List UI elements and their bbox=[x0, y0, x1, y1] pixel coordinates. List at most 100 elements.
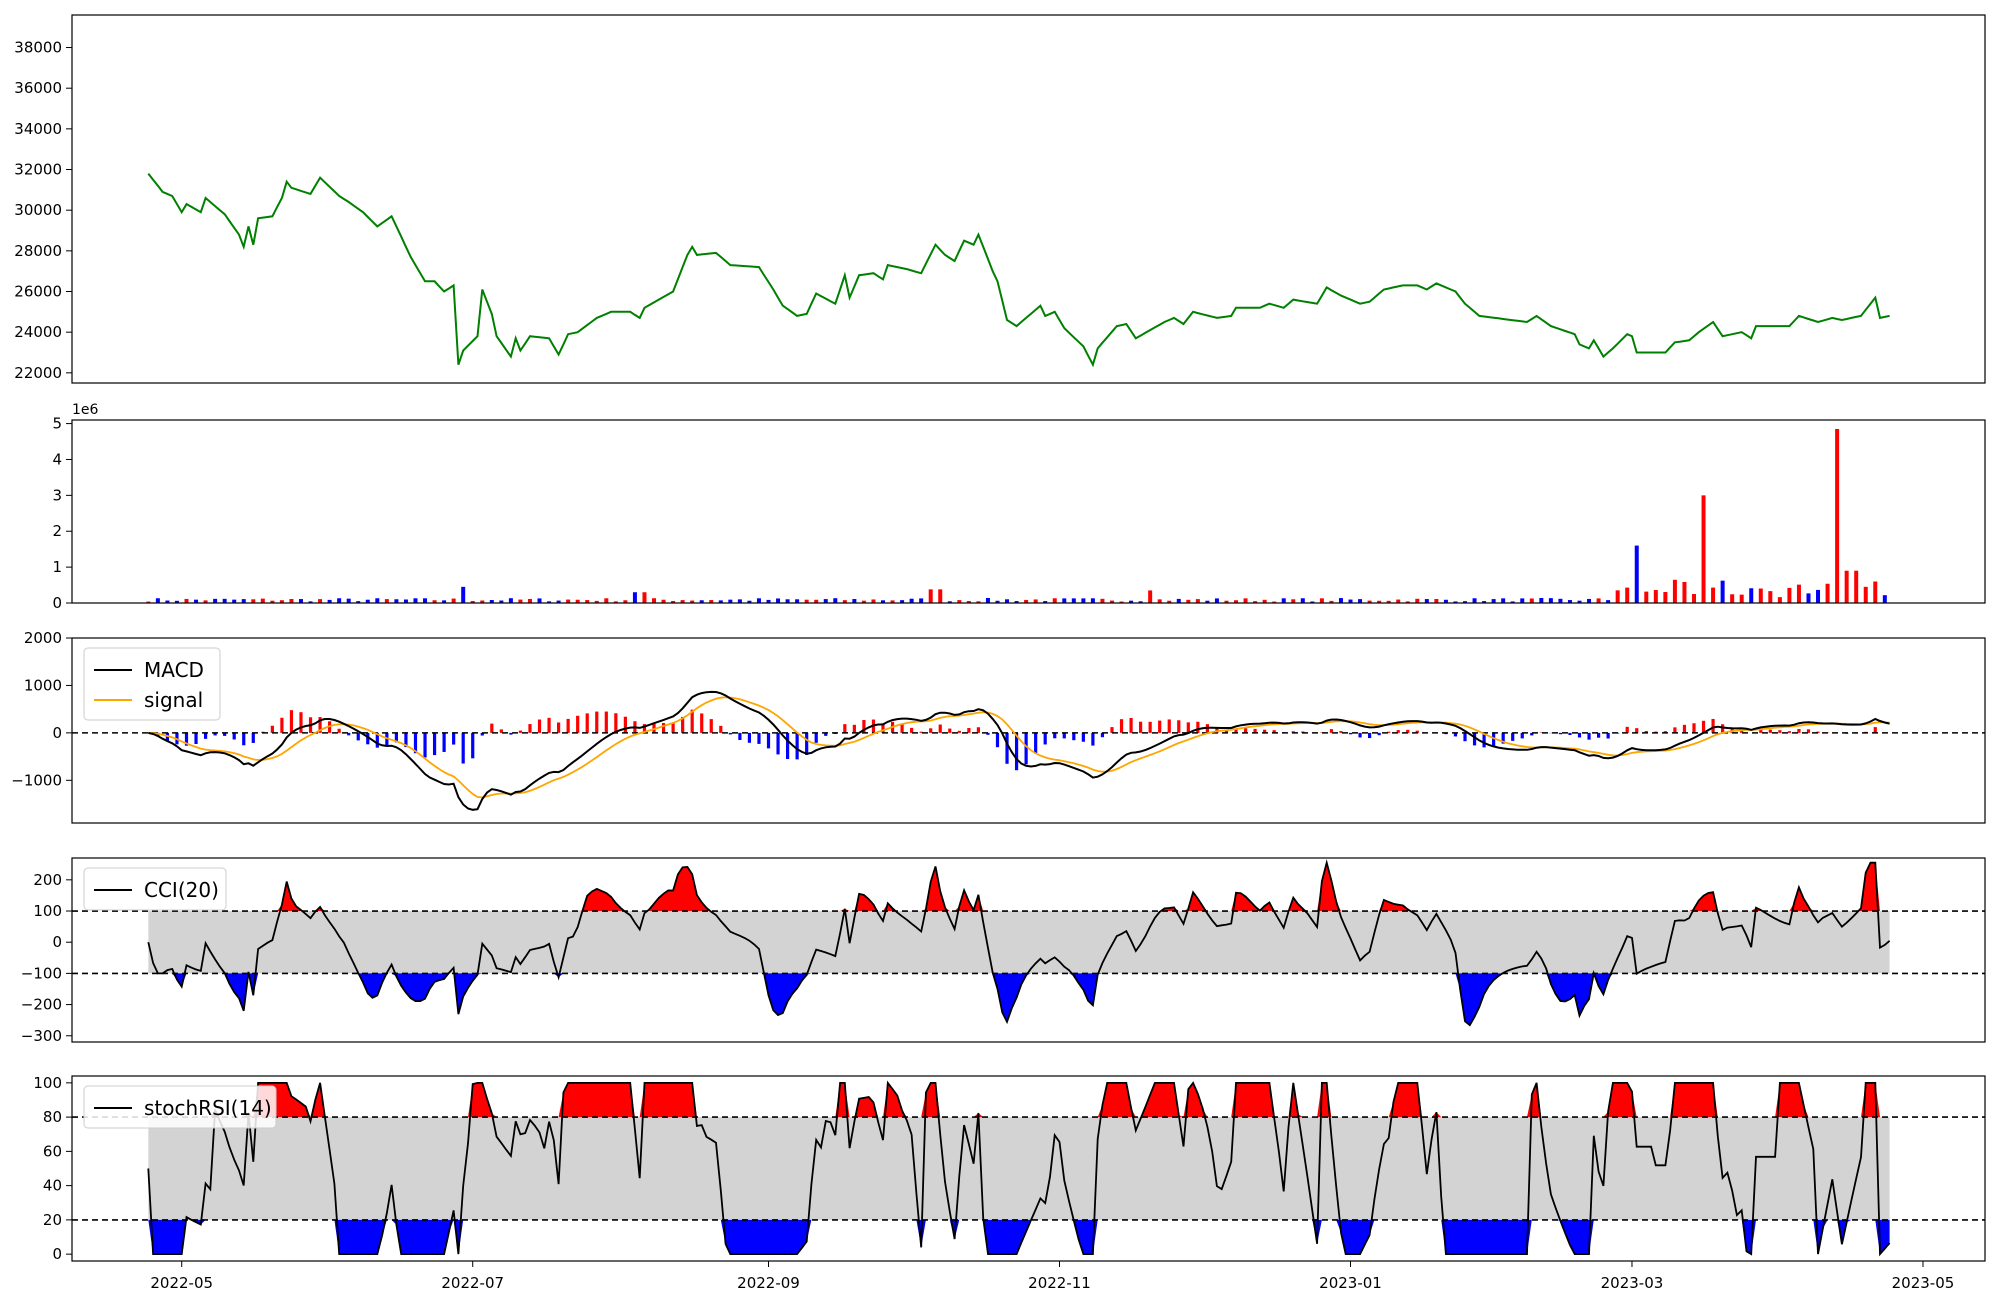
volume-bar bbox=[1558, 598, 1563, 603]
macd-histogram-bar bbox=[1081, 732, 1085, 742]
volume-bar bbox=[1195, 599, 1200, 603]
macd-histogram-bar bbox=[1606, 732, 1610, 739]
y-tick-label: 36000 bbox=[14, 79, 62, 97]
macd-histogram-bar bbox=[165, 732, 170, 742]
volume-bar bbox=[1796, 584, 1801, 603]
volume-bar bbox=[432, 600, 437, 603]
macd-histogram-bar bbox=[1100, 732, 1105, 738]
volume-bar bbox=[346, 598, 351, 603]
y-tick-label: 0 bbox=[52, 933, 62, 951]
macd-histogram-bar bbox=[471, 732, 475, 759]
y-tick-label: 34000 bbox=[14, 120, 62, 138]
macd-histogram-bar bbox=[1024, 732, 1028, 765]
volume-bar bbox=[547, 601, 552, 603]
macd-histogram-bar bbox=[1711, 718, 1715, 733]
volume-bar bbox=[270, 600, 275, 603]
volume-bar bbox=[499, 600, 504, 603]
y-tick-label: 4 bbox=[52, 450, 62, 468]
macd-histogram-bar bbox=[604, 711, 608, 733]
macd-histogram-bar bbox=[1253, 728, 1257, 733]
y-tick-label: 100 bbox=[33, 902, 62, 920]
volume-bar bbox=[222, 598, 227, 603]
y-tick-label: 200 bbox=[33, 871, 62, 889]
macd-histogram-bar bbox=[805, 732, 809, 755]
volume-bar bbox=[1720, 580, 1725, 603]
macd-histogram-bar bbox=[270, 725, 274, 733]
volume-bar bbox=[1625, 587, 1630, 603]
macd-histogram-bar bbox=[394, 732, 398, 743]
y-tick-label: 0 bbox=[52, 724, 62, 742]
macd-histogram-bar bbox=[614, 713, 618, 733]
volume-bar bbox=[1262, 599, 1267, 603]
macd-line bbox=[148, 690, 1890, 811]
volume-bar bbox=[194, 599, 199, 603]
volume-bar bbox=[1377, 600, 1382, 603]
volume-bar bbox=[1109, 600, 1114, 603]
volume-bar bbox=[1739, 594, 1744, 603]
volume-bar bbox=[241, 599, 246, 603]
macd-histogram-bar bbox=[1329, 729, 1334, 733]
y-tick-label: 0 bbox=[52, 1245, 62, 1263]
volume-bar bbox=[823, 599, 828, 603]
volume-bar bbox=[260, 598, 265, 603]
volume-bar bbox=[1882, 595, 1887, 603]
volume-bar bbox=[203, 600, 208, 603]
macd-histogram-bar bbox=[1043, 732, 1047, 745]
macd-histogram-bar bbox=[938, 724, 942, 733]
volume-bar bbox=[537, 598, 542, 603]
macd-histogram-bar bbox=[728, 732, 732, 735]
macd-histogram-bar bbox=[1482, 732, 1486, 748]
volume-bar bbox=[1577, 600, 1582, 603]
macd-histogram-bar bbox=[1167, 719, 1171, 733]
x-tick-label: 2023-03 bbox=[1601, 1274, 1664, 1292]
macd-histogram-bar bbox=[442, 732, 446, 752]
y-tick-label: 60 bbox=[43, 1142, 62, 1160]
macd-histogram-bar bbox=[280, 717, 284, 733]
oversold-fill bbox=[148, 973, 1890, 1026]
volume-bar bbox=[1043, 601, 1048, 603]
stochrsi-panel bbox=[71, 1075, 1986, 1262]
volume-bar bbox=[804, 599, 809, 603]
macd-histogram-bar bbox=[203, 732, 208, 739]
y-tick-label: 2000 bbox=[24, 629, 62, 647]
volume-bar bbox=[1167, 600, 1172, 603]
macd-histogram-bar bbox=[1492, 732, 1496, 747]
overbought-fill bbox=[148, 1082, 1890, 1118]
volume-bar bbox=[442, 600, 447, 603]
macd-histogram-bar bbox=[1110, 727, 1114, 733]
volume-bar bbox=[365, 599, 370, 603]
y-tick-label: 1 bbox=[52, 558, 62, 576]
macd-histogram-bar bbox=[318, 717, 322, 733]
volume-bar bbox=[451, 598, 456, 603]
volume-bar bbox=[995, 600, 1000, 603]
volume-bar bbox=[155, 598, 160, 603]
macd-histogram-bar bbox=[232, 732, 236, 740]
volume-bar bbox=[613, 601, 618, 603]
volume-bar bbox=[671, 600, 676, 603]
volume-bar bbox=[1234, 600, 1239, 603]
macd-histogram-bar bbox=[995, 732, 1000, 748]
volume-bar bbox=[1835, 428, 1840, 603]
macd-panel bbox=[71, 637, 1986, 824]
macd-histogram-bar bbox=[337, 728, 341, 733]
volume-bar bbox=[594, 600, 599, 603]
macd-histogram-bar bbox=[747, 732, 752, 743]
volume-bar bbox=[718, 600, 723, 603]
volume-bar bbox=[1768, 591, 1773, 603]
volume-bar bbox=[251, 599, 256, 603]
macd-histogram-bar bbox=[576, 715, 580, 733]
volume-bar bbox=[1701, 495, 1706, 603]
macd-histogram-bar bbox=[1358, 732, 1362, 738]
volume-bar bbox=[1567, 600, 1572, 603]
volume-bar bbox=[909, 598, 914, 603]
macd-histogram-bar bbox=[1673, 727, 1677, 733]
macd-histogram-bar bbox=[1568, 732, 1572, 735]
macd-histogram-bar bbox=[1224, 729, 1229, 733]
x-tick-label: 2023-01 bbox=[1319, 1274, 1382, 1292]
volume-bar bbox=[1090, 598, 1095, 603]
volume-bar bbox=[690, 600, 695, 603]
macd-histogram-bar bbox=[623, 716, 627, 733]
volume-bar bbox=[880, 600, 885, 603]
macd-histogram-bar bbox=[690, 709, 694, 733]
